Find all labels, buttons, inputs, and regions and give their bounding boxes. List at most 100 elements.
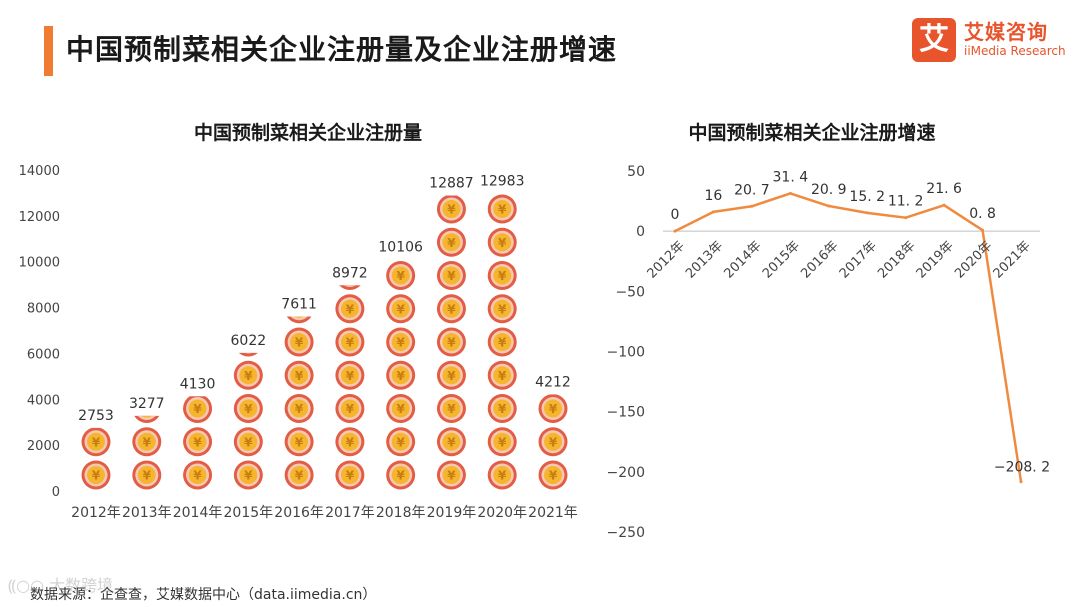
x-tick-label: 2016年 bbox=[798, 238, 841, 281]
y-tick-label: 8000 bbox=[27, 302, 60, 317]
x-tick-label: 2013年 bbox=[122, 505, 172, 521]
growth-data-point bbox=[904, 216, 908, 220]
coin-stack: ¥ ¥ ¥ ¥ ¥ ¥ bbox=[284, 316, 314, 490]
coin-stack: ¥ ¥ ¥ ¥ ¥ ¥ ¥ bbox=[386, 261, 416, 490]
coin-center bbox=[493, 200, 512, 219]
yen-coin-icon: ¥ bbox=[284, 427, 314, 457]
watermark: ⸨○○ 大数跨境 bbox=[8, 576, 114, 595]
growth-data-point bbox=[942, 203, 946, 207]
line-data-label: 0 bbox=[671, 207, 680, 223]
yen-symbol: ¥ bbox=[346, 435, 355, 449]
coin-stack: ¥ ¥ ¥ ¥ ¥ ¥ ¥ ¥ ¥ bbox=[436, 195, 466, 490]
yen-coin-icon: ¥ bbox=[284, 360, 314, 390]
yen-symbol: ¥ bbox=[498, 469, 507, 483]
growth-data-point bbox=[788, 191, 792, 195]
coin-center bbox=[290, 333, 309, 352]
coin-center bbox=[340, 299, 359, 318]
yen-coin-icon: ¥ bbox=[386, 427, 416, 457]
coin-center bbox=[294, 316, 304, 318]
growth-data-point bbox=[981, 228, 985, 232]
bar-column: ¥ ¥ ¥4212 bbox=[535, 374, 571, 490]
coin-center bbox=[290, 466, 309, 484]
x-tick-label: 2019年 bbox=[914, 238, 957, 281]
yen-coin-icon: ¥ bbox=[81, 427, 111, 457]
y-tick-label: 2000 bbox=[27, 439, 60, 454]
yen-symbol: ¥ bbox=[447, 302, 456, 316]
coin-center bbox=[239, 432, 258, 451]
bar-data-label: 10106 bbox=[378, 239, 423, 255]
coin-center bbox=[493, 333, 512, 352]
yen-coin-icon: ¥ bbox=[386, 294, 416, 324]
yen-coin-icon: ¥ bbox=[436, 460, 466, 490]
yen-symbol: ¥ bbox=[295, 336, 304, 350]
coin-center bbox=[442, 333, 461, 352]
yen-symbol: ¥ bbox=[295, 369, 304, 383]
coin-center bbox=[87, 466, 105, 484]
yen-symbol: ¥ bbox=[396, 336, 405, 350]
x-tick-label: 2015年 bbox=[224, 505, 274, 521]
yen-coin-icon: ¥ bbox=[238, 352, 258, 357]
y-tick-label: 10000 bbox=[19, 256, 60, 271]
coin-stack: ¥¥ bbox=[81, 427, 111, 490]
yen-coin-icon: ¥ bbox=[436, 294, 466, 324]
yen-symbol: ¥ bbox=[549, 469, 558, 483]
yen-coin-icon: ¥ bbox=[386, 261, 416, 291]
yen-symbol: ¥ bbox=[447, 435, 456, 449]
coin-center bbox=[442, 233, 461, 252]
growth-data-point bbox=[865, 211, 869, 215]
title-accent-bar bbox=[44, 26, 53, 76]
x-tick-label: 2014年 bbox=[173, 505, 223, 521]
yen-symbol: ¥ bbox=[396, 369, 405, 383]
yen-coin-icon: ¥ bbox=[284, 460, 314, 490]
yen-coin-icon: ¥ bbox=[335, 294, 365, 324]
yen-symbol: ¥ bbox=[244, 469, 253, 483]
y-tick-label: −50 bbox=[615, 284, 645, 300]
yen-symbol: ¥ bbox=[498, 302, 507, 316]
bar-column: ¥ ¥ ¥ ¥ ¥ ¥ ¥10106 bbox=[378, 239, 423, 490]
coin-center bbox=[544, 432, 562, 451]
coin-center bbox=[239, 366, 258, 385]
coin-center bbox=[442, 366, 461, 385]
x-tick-label: 2012年 bbox=[71, 505, 121, 521]
page-title: 中国预制菜相关企业注册量及企业注册增速 bbox=[66, 33, 618, 66]
growth-data-point bbox=[1019, 480, 1023, 484]
yen-coin-icon: ¥ bbox=[487, 227, 517, 257]
line-data-label: 11. 2 bbox=[888, 194, 924, 210]
yen-symbol: ¥ bbox=[396, 302, 405, 316]
coin-center bbox=[391, 266, 410, 285]
yen-symbol: ¥ bbox=[498, 369, 507, 383]
yen-coin-icon: ¥ bbox=[132, 427, 162, 457]
yen-coin-icon: ¥ bbox=[538, 460, 568, 490]
yen-coin-icon: ¥ bbox=[132, 460, 162, 490]
coin-center bbox=[391, 399, 410, 418]
yen-coin-icon: ¥ bbox=[335, 327, 365, 357]
yen-coin-icon: ¥ bbox=[284, 327, 314, 357]
coin-stack: ¥ ¥ ¥ bbox=[132, 415, 162, 490]
yen-coin-icon: ¥ bbox=[386, 460, 416, 490]
yen-coin-icon: ¥ bbox=[386, 327, 416, 357]
bar-data-label: 4212 bbox=[535, 374, 571, 390]
line-data-label: 16 bbox=[705, 188, 723, 204]
yen-symbol: ¥ bbox=[346, 402, 355, 416]
yen-coin-icon: ¥ bbox=[436, 261, 466, 291]
bar-data-label: 4130 bbox=[180, 376, 216, 392]
brand-logo: 艾 艾媒咨询 iiMedia Research bbox=[912, 14, 1070, 64]
yen-symbol: ¥ bbox=[549, 435, 558, 449]
coin-center bbox=[290, 432, 309, 451]
coin-center bbox=[442, 266, 461, 285]
coin-center bbox=[493, 399, 512, 418]
yen-symbol: ¥ bbox=[447, 402, 456, 416]
coin-center bbox=[290, 399, 309, 418]
y-tick-label: 0 bbox=[52, 485, 60, 500]
yen-coin-icon: ¥ bbox=[233, 394, 263, 424]
coin-center bbox=[442, 200, 461, 219]
yen-coin-icon: ¥ bbox=[335, 427, 365, 457]
yen-symbol: ¥ bbox=[396, 402, 405, 416]
coin-stack: ¥ ¥ ¥ ¥ ¥ bbox=[233, 352, 263, 490]
line-data-label: 20. 7 bbox=[734, 182, 770, 198]
bar-column: ¥¥2753 bbox=[78, 408, 114, 490]
coin-center bbox=[544, 466, 562, 484]
coin-center bbox=[391, 299, 410, 318]
line-data-label: 20. 9 bbox=[811, 182, 847, 198]
